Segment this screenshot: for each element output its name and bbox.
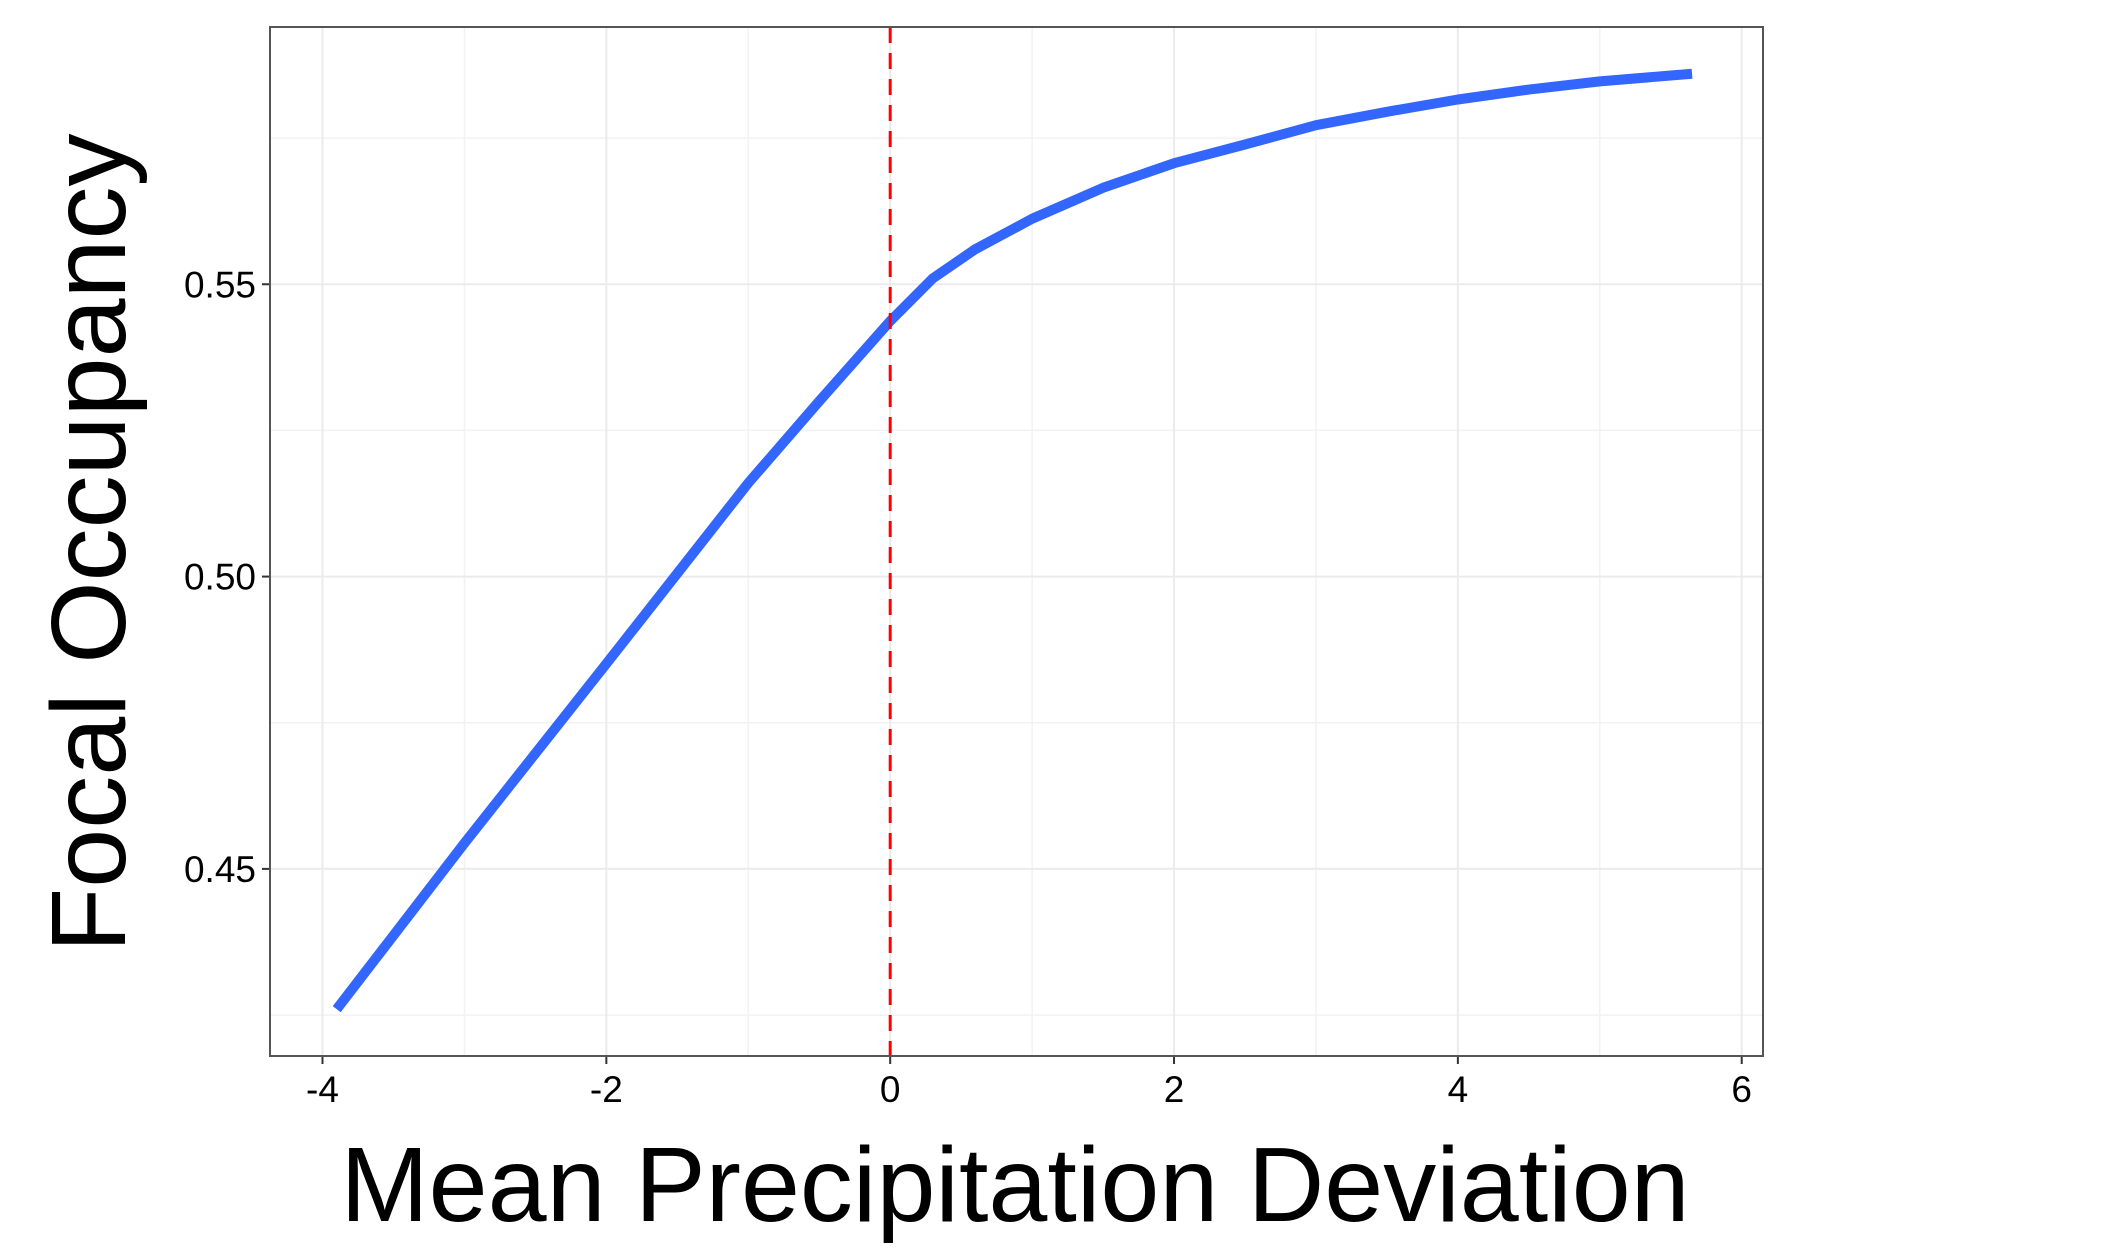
- x-tick-label: -4: [306, 1069, 339, 1110]
- y-tick-label: 0.45: [184, 849, 256, 890]
- data-line: [332, 68, 1693, 1013]
- plot-border: [269, 26, 1764, 1057]
- x-tick-label: 4: [1448, 1069, 1469, 1110]
- x-tick-label: -2: [590, 1069, 623, 1110]
- y-axis-title: Focal Occupancy: [30, 134, 148, 953]
- y-tick-label: 0.50: [184, 557, 256, 598]
- x-tick-label: 2: [1164, 1069, 1185, 1110]
- x-tick-label: 0: [880, 1069, 901, 1110]
- x-tick-label: 6: [1731, 1069, 1752, 1110]
- x-axis-title: Mean Precipitation Deviation: [340, 1126, 1689, 1244]
- y-tick-label: 0.55: [184, 264, 256, 305]
